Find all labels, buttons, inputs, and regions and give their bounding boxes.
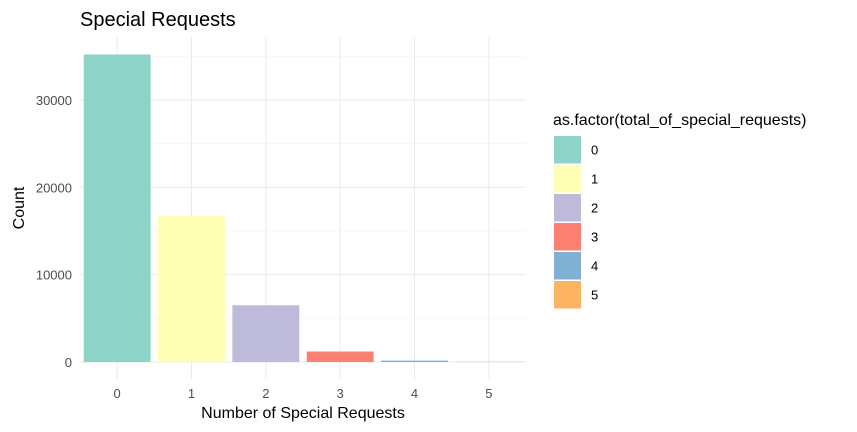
x-tick-label: 5 — [485, 386, 492, 401]
y-tick-label: 30000 — [36, 93, 72, 108]
y-axis-ticks: 0 10000 20000 30000 — [36, 93, 72, 370]
bar-0 — [83, 54, 151, 362]
legend-label-3: 3 — [591, 230, 598, 245]
legend-key-4 — [554, 252, 581, 280]
legend-label-4: 4 — [591, 259, 598, 274]
x-tick-label: 1 — [188, 386, 195, 401]
legend-label-1: 1 — [591, 172, 598, 187]
x-tick-label: 3 — [337, 386, 344, 401]
bars-group — [83, 54, 523, 362]
legend-key-0 — [554, 136, 581, 164]
y-tick-label: 10000 — [36, 268, 72, 283]
y-tick-label: 20000 — [36, 180, 72, 195]
legend-label-2: 2 — [591, 201, 598, 216]
legend-label-0: 0 — [591, 143, 598, 158]
x-axis-ticks: 0 1 2 3 4 5 — [114, 386, 493, 401]
bar-1 — [158, 216, 225, 362]
bar-4 — [381, 360, 448, 362]
legend-key-1 — [554, 165, 581, 193]
legend-key-2 — [554, 194, 581, 222]
y-tick-label: 0 — [65, 355, 72, 370]
legend-key-5 — [554, 281, 581, 309]
y-axis-title: Count — [11, 186, 28, 229]
legend-key-3 — [554, 223, 581, 251]
legend-label-5: 5 — [591, 288, 598, 303]
x-axis-title: Number of Special Requests — [201, 405, 405, 422]
bar-2 — [232, 305, 300, 362]
bar-3 — [306, 351, 374, 362]
x-tick-label: 0 — [114, 386, 121, 401]
x-tick-label: 4 — [411, 386, 418, 401]
legend: as.factor(total_of_special_requests) 0 1 2… — [553, 112, 806, 309]
legend-title: as.factor(total_of_special_requests) — [553, 112, 806, 129]
chart-title: Special Requests — [80, 9, 236, 31]
plot-grid — [80, 37, 526, 380]
x-tick-label: 2 — [262, 386, 269, 401]
